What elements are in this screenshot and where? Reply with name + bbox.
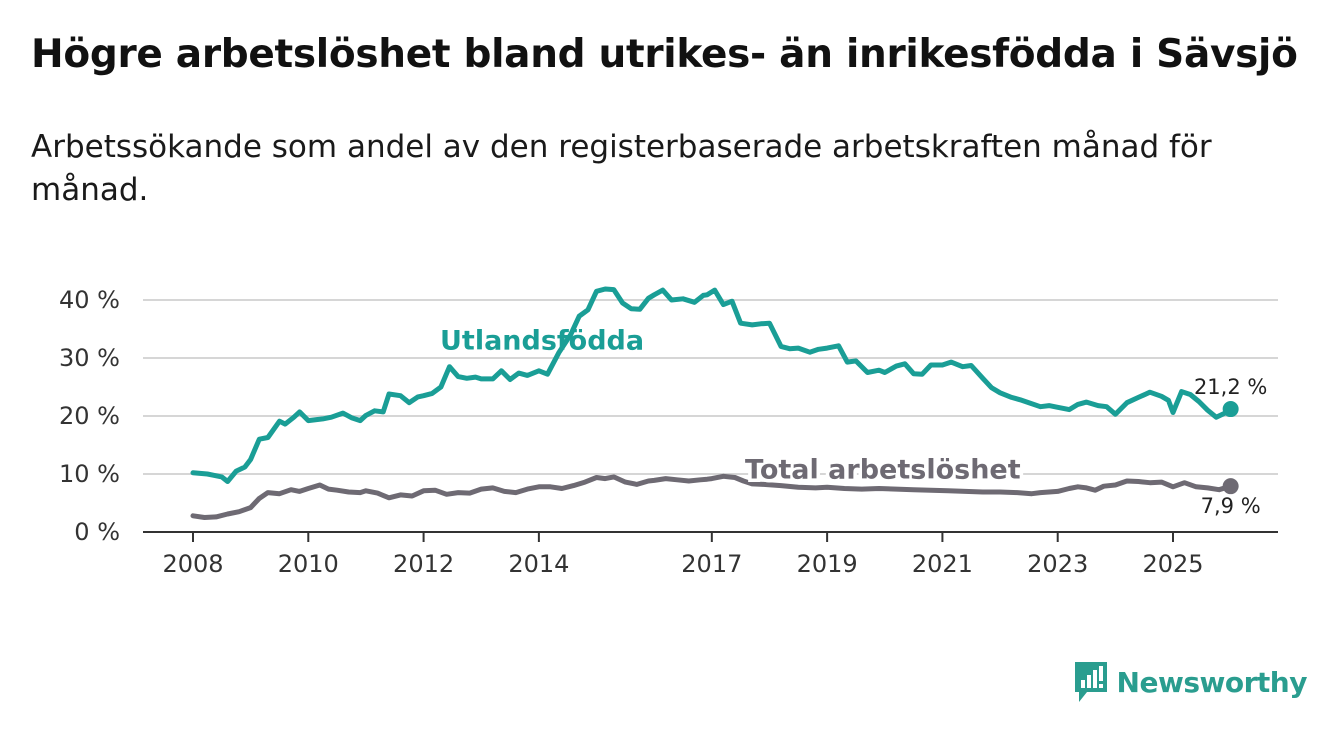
series-line-total [190,473,1234,520]
series-end-label: 7,9 % [1201,494,1261,518]
y-axis-ticks: 0 % 10 % 20 % 30 % 40 % [59,286,120,546]
series-line-utlandsfodda [190,286,1234,484]
x-tick-label: 2008 [162,550,223,578]
x-tick-label: 2012 [393,550,454,578]
line-chart: 0 % 10 % 20 % 30 % 40 % 2008 2010 2012 2014 2017… [59,286,1278,578]
series-end-point [1222,401,1239,418]
y-tick-label: 10 % [59,460,120,488]
x-tick-label: 2014 [508,550,569,578]
series-labels: 21,2 % 7,9 % Utlandsfödda Total arbetslöshe… [440,325,1267,518]
x-tick-label: 2010 [278,550,339,578]
x-tick-label: 2019 [797,550,858,578]
series-lines [190,286,1239,520]
brand-logo: Newsworthy [1073,660,1308,704]
series-label-utlandsfodda: Utlandsfödda [440,325,644,356]
gridlines [143,299,1278,475]
brand-name: Newsworthy [1116,665,1308,699]
x-tick-label: 2021 [912,550,973,578]
y-tick-label: 20 % [59,402,120,430]
series-label-total: Total arbetslöshet [745,455,1021,486]
page-title: Högre arbetslöshet bland utrikes- än inr… [31,32,1298,77]
y-tick-label: 40 % [59,286,120,314]
x-tick-label: 2017 [681,550,742,578]
newsworthy-logo-icon [1074,662,1107,702]
chart-subtitle: Arbetssökande som andel av den registerb… [31,129,1212,208]
y-tick-label: 30 % [59,344,120,372]
x-axis: 2008 2010 2012 2014 2017 2019 2021 2023 2025 [143,531,1278,578]
x-tick-label: 2025 [1142,550,1203,578]
series-end-point [1222,478,1239,495]
series-end-label: 21,2 % [1194,375,1267,399]
y-tick-label: 0 % [74,518,120,546]
x-tick-label: 2023 [1027,550,1088,578]
